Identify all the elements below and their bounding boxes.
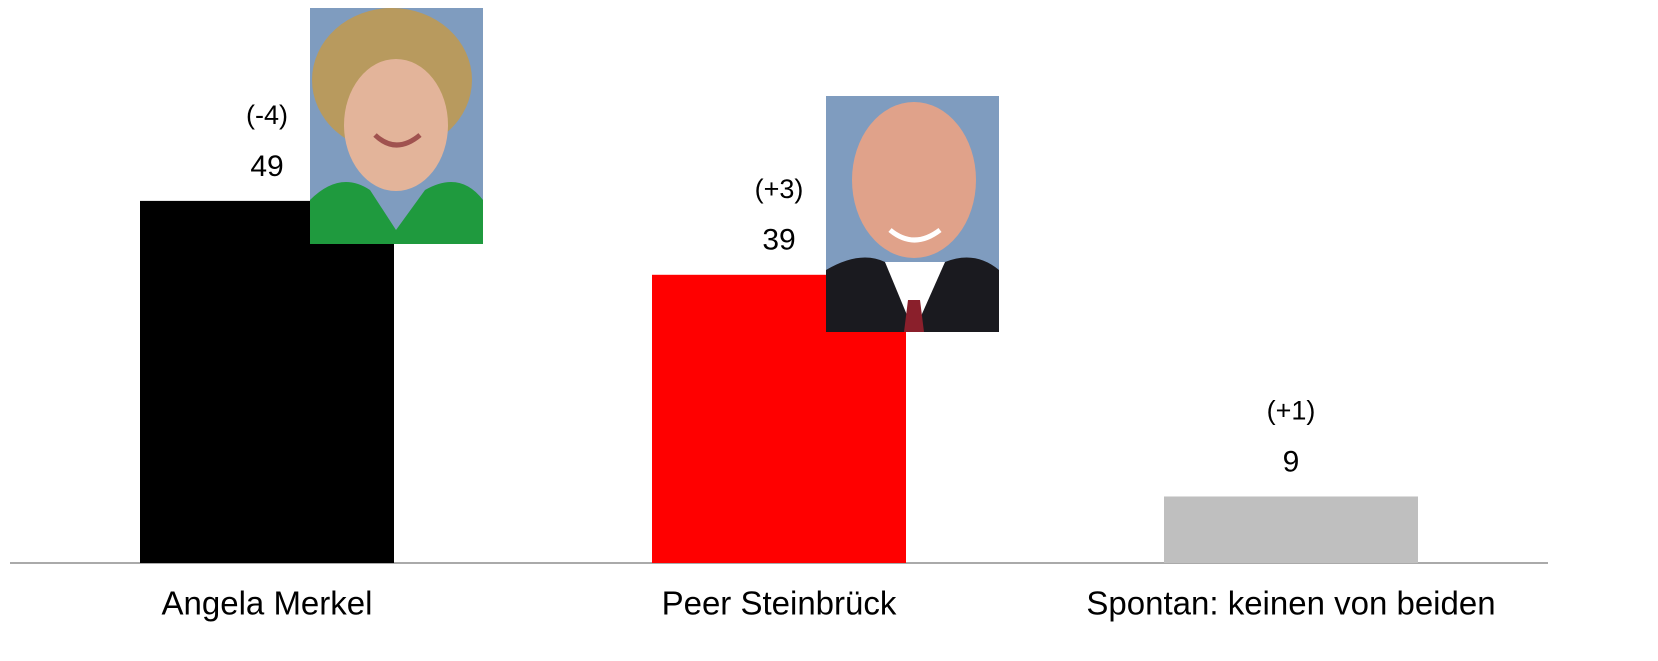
value-label: 9 — [1283, 445, 1300, 478]
change-label: (+3) — [755, 174, 804, 204]
bar — [1164, 496, 1418, 563]
value-label: 39 — [762, 224, 795, 257]
category-label: Spontan: keinen von beiden — [1086, 585, 1495, 622]
photo — [310, 8, 483, 244]
category-label: Angela Merkel — [162, 585, 373, 622]
value-label: 49 — [250, 150, 283, 183]
change-label: (+1) — [1267, 396, 1316, 426]
photo — [826, 96, 999, 332]
category-label: Peer Steinbrück — [662, 585, 897, 622]
bar — [140, 200, 394, 563]
change-label: (-4) — [246, 100, 288, 130]
